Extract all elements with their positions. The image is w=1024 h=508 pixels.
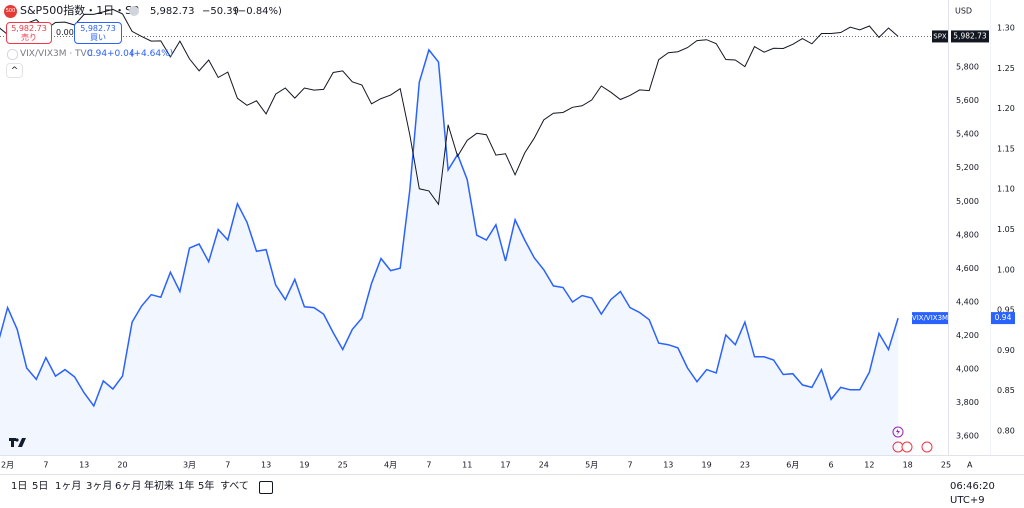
currency: USD <box>955 7 972 16</box>
scale-button[interactable]: A <box>967 461 973 470</box>
x-tick-label: 13 <box>79 461 89 470</box>
y-tick-label: 5,800 <box>956 63 979 72</box>
y-tick-label: 1.30 <box>997 24 1015 33</box>
y-tick-label: 4,400 <box>956 297 979 306</box>
x-tick-label: 7 <box>426 461 431 470</box>
change-pct: (−0.84%) <box>234 6 282 17</box>
event-icons <box>892 426 933 453</box>
x-tick-label: 5月 <box>585 461 598 470</box>
x-tick-label: 24 <box>539 461 549 470</box>
y-tick-label: 1.20 <box>997 104 1015 113</box>
buy-label: 買い <box>90 33 106 42</box>
y-tick-label: 5,200 <box>956 163 979 172</box>
x-tick-label: 11 <box>462 461 472 470</box>
x-tick-label: 3月 <box>183 461 196 470</box>
range-button[interactable]: 1日 <box>11 481 28 492</box>
series-tag <box>912 312 948 325</box>
tv-logo <box>9 438 26 447</box>
change: −50.39 <box>202 6 240 17</box>
calendar-button[interactable] <box>259 481 273 494</box>
y-tick-label: 1.15 <box>997 144 1015 153</box>
compare-value: 0.94 <box>87 49 108 59</box>
symbol-icon: 500 <box>4 5 17 18</box>
last-value-badge <box>991 312 1015 325</box>
buy-button[interactable]: 5,982.73 買い <box>74 22 122 44</box>
y-tick-label: 0.80 <box>997 426 1015 435</box>
x-tick-label: 6月 <box>786 461 799 470</box>
y-tick-label: 4,200 <box>956 331 979 340</box>
clock: 06:46:20 UTC+9 <box>950 481 995 506</box>
y-tick-label: 3,800 <box>956 398 979 407</box>
y-tick-label: 0.95 <box>997 306 1015 315</box>
x-tick-label: 6 <box>829 461 834 470</box>
x-tick-label: 7 <box>43 461 48 470</box>
series-tag-label: VIX/VIX3M <box>912 314 948 322</box>
y-tick-label: 1.25 <box>997 64 1015 73</box>
last-value: 0.94 <box>995 313 1012 322</box>
symbol-title[interactable]: S&P500指数・1日・SP <box>20 4 139 17</box>
range-button[interactable]: 5日 <box>32 481 49 492</box>
compare-pct: (+4.64%) <box>130 49 174 59</box>
spread: 0.00 <box>56 28 74 37</box>
last-value-badge <box>951 30 989 43</box>
line <box>0 8 899 206</box>
y-tick-label: 1.05 <box>997 225 1015 234</box>
range-button[interactable]: 年初来 <box>144 481 174 492</box>
x-tick-label: 19 <box>702 461 712 470</box>
x-tick-label: 4月 <box>384 461 397 470</box>
y-tick-label: 1.00 <box>997 265 1015 274</box>
area <box>0 49 899 455</box>
x-tick-label: 25 <box>941 461 951 470</box>
last-value: 5,982.73 <box>953 31 987 40</box>
line <box>0 48 899 408</box>
sell-price: 5,982.73 <box>11 24 47 33</box>
x-tick-label: 2月 <box>1 461 14 470</box>
range-button[interactable]: 1年 <box>178 481 195 492</box>
x-tick-label: 20 <box>117 461 127 470</box>
y-tick-label: 4,000 <box>956 364 979 373</box>
range-button[interactable]: 3ヶ月 <box>86 481 113 492</box>
x-tick-label: 7 <box>225 461 230 470</box>
y-tick-label: 3,600 <box>956 432 979 441</box>
price: 5,982.73 <box>150 6 195 17</box>
compare-change: +0.04 <box>107 49 135 59</box>
x-tick-label: 23 <box>740 461 750 470</box>
range-button[interactable]: 1ヶ月 <box>55 481 82 492</box>
y-tick-label: 5,600 <box>956 96 979 105</box>
market-status <box>129 6 139 16</box>
y-tick-label: 5,000 <box>956 197 979 206</box>
x-tick-label: 7 <box>627 461 632 470</box>
x-tick-label: 13 <box>663 461 673 470</box>
buy-price: 5,982.73 <box>80 24 116 33</box>
compare-icon <box>7 49 18 60</box>
x-tick-label: 18 <box>903 461 913 470</box>
x-tick-label: 19 <box>299 461 309 470</box>
y-tick-label: 0.85 <box>997 386 1015 395</box>
collapse-button[interactable]: ^ <box>6 63 23 78</box>
compare-title[interactable]: VIX/VIX3M · TVC <box>20 49 93 59</box>
x-tick-label: 17 <box>500 461 510 470</box>
sell-label: 売り <box>21 33 37 42</box>
x-tick-label: 25 <box>338 461 348 470</box>
x-tick-label: 13 <box>261 461 271 470</box>
y-tick-label: 4,600 <box>956 264 979 273</box>
range-button[interactable]: 6ヶ月 <box>115 481 142 492</box>
plot <box>0 8 899 455</box>
y-tick-label: 1.10 <box>997 185 1015 194</box>
y-tick-label: 4,800 <box>956 230 979 239</box>
x-tick-label: 12 <box>864 461 874 470</box>
range-button[interactable]: 5年 <box>198 481 215 492</box>
y-tick-label: 5,400 <box>956 130 979 139</box>
series-tag <box>932 30 948 43</box>
sell-button[interactable]: 5,982.73 売り <box>6 22 52 44</box>
y-tick-label: 0.90 <box>997 346 1015 355</box>
series-tag-label: SPX <box>933 32 947 40</box>
range-button[interactable]: すべて <box>220 481 249 492</box>
